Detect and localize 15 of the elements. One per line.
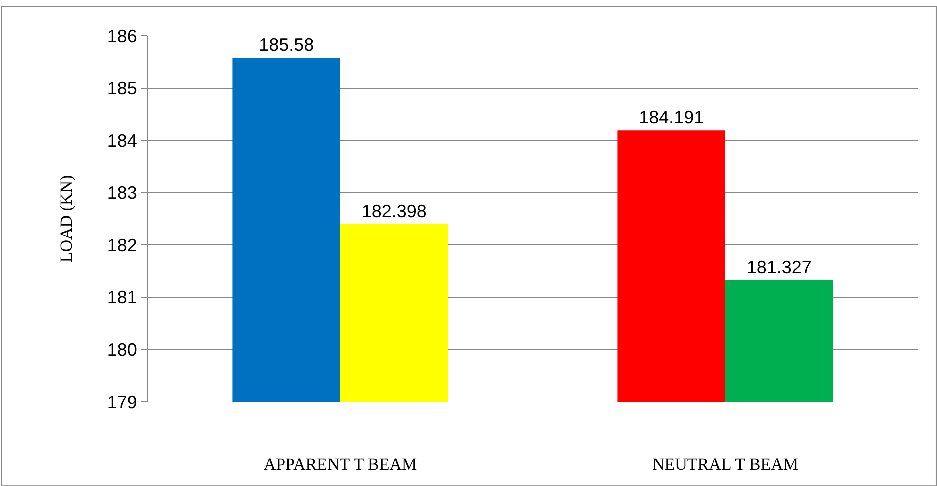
- data-label: 184.191: [639, 108, 704, 128]
- y-tick-label: 179: [107, 392, 138, 412]
- y-tick-label: 181: [107, 288, 138, 308]
- y-tick-label: 184: [107, 130, 138, 151]
- x-tick-label: APPARENT T BEAM: [264, 455, 418, 474]
- data-label: 185.58: [259, 34, 314, 55]
- data-label: 182.398: [362, 201, 427, 222]
- y-tick-label: 180: [107, 340, 138, 360]
- data-label: 181.327: [746, 257, 812, 278]
- y-tick-label: 185: [107, 78, 138, 99]
- y-tick-label: 182: [107, 235, 138, 256]
- y-tick-label: 183: [107, 183, 138, 204]
- y-axis-title: LOAD (KN): [56, 175, 76, 263]
- y-tick-label: 186: [107, 26, 138, 46]
- x-tick-label: NEUTRAL T BEAM: [652, 455, 799, 474]
